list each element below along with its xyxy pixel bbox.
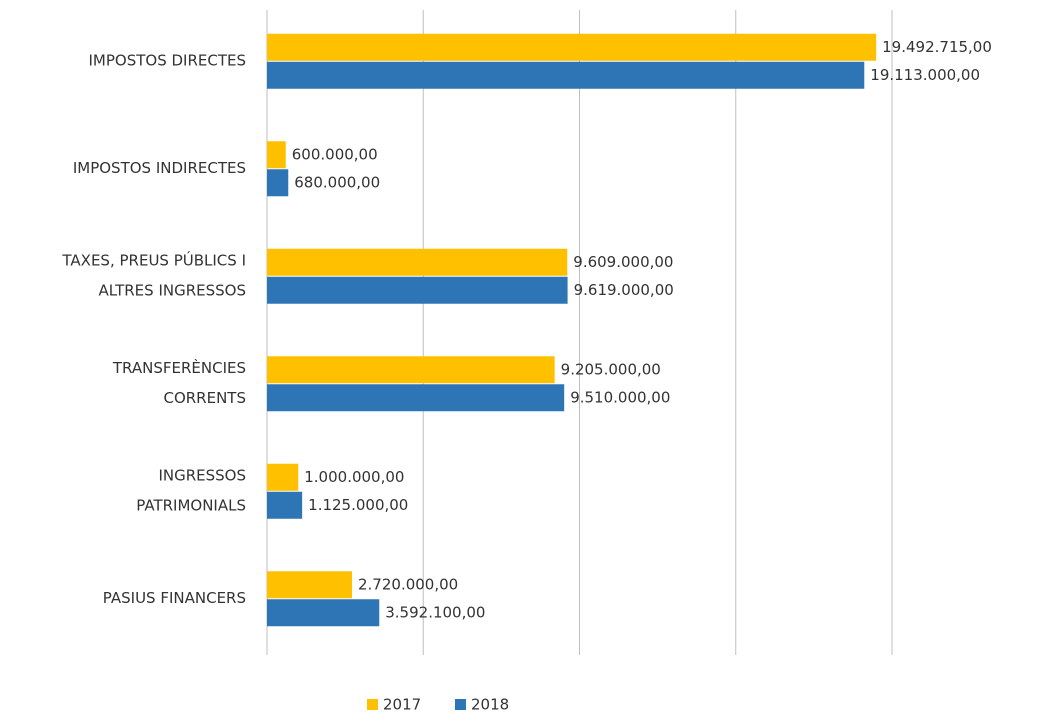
y-tick-label: PATRIMONIALS (136, 496, 246, 514)
bar (267, 169, 289, 197)
data-label: 9.510.000,00 (570, 388, 670, 406)
bar (267, 384, 565, 412)
data-label: 3.592.100,00 (385, 603, 485, 621)
y-tick-label: ALTRES INGRESSOS (99, 281, 246, 299)
bar (267, 33, 877, 61)
y-tick-label: TAXES, PREUS PÚBLICS I (61, 250, 246, 269)
y-tick-label: INGRESSOS (158, 466, 246, 484)
data-label: 9.205.000,00 (561, 360, 661, 378)
bar (267, 599, 380, 627)
legend-swatch (367, 699, 378, 710)
bar (267, 491, 303, 519)
bar (267, 61, 865, 89)
data-label: 19.113.000,00 (870, 66, 980, 84)
y-tick-label: CORRENTS (163, 389, 246, 407)
legend-label: 2018 (471, 696, 509, 714)
bar (267, 463, 299, 491)
legend-label: 2017 (383, 696, 421, 714)
bar (267, 276, 568, 304)
data-label: 2.720.000,00 (358, 575, 458, 593)
y-tick-label: IMPOSTOS DIRECTES (88, 51, 246, 69)
data-label: 600.000,00 (292, 145, 378, 163)
y-tick-label: PASIUS FINANCERS (103, 589, 246, 607)
data-label: 9.619.000,00 (574, 281, 674, 299)
data-label: 1.125.000,00 (308, 496, 408, 514)
y-tick-label: IMPOSTOS INDIRECTES (73, 159, 246, 177)
bar (267, 141, 286, 169)
bar (267, 248, 568, 276)
data-label: 9.609.000,00 (573, 253, 673, 271)
legend-swatch (455, 699, 466, 710)
bar (267, 356, 555, 384)
data-label: 680.000,00 (294, 173, 380, 191)
data-label: 1.000.000,00 (304, 468, 404, 486)
bar (267, 571, 352, 599)
data-label: 19.492.715,00 (882, 38, 992, 56)
y-tick-label: TRANSFERÈNCIES (112, 358, 246, 377)
